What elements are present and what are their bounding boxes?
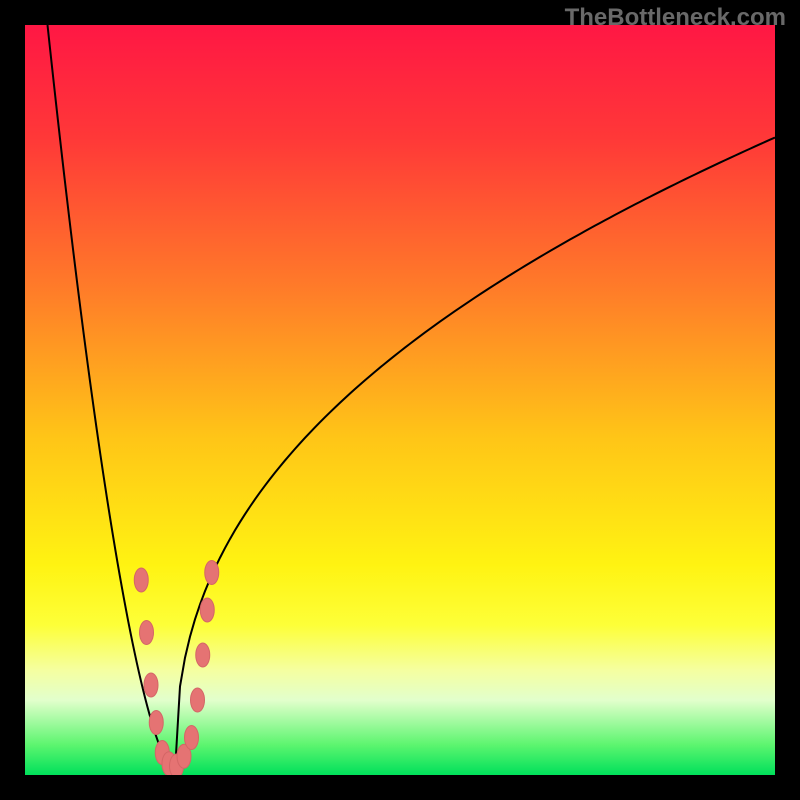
data-marker (144, 673, 158, 697)
data-marker (185, 726, 199, 750)
data-marker (134, 568, 148, 592)
data-marker (191, 688, 205, 712)
data-marker (196, 643, 210, 667)
data-marker (200, 598, 214, 622)
chart-svg (25, 25, 775, 775)
chart-container: TheBottleneck.com (0, 0, 800, 800)
data-marker (205, 561, 219, 585)
data-marker (149, 711, 163, 735)
data-marker (140, 621, 154, 645)
watermark-text: TheBottleneck.com (565, 4, 786, 32)
plot-area (25, 25, 775, 775)
